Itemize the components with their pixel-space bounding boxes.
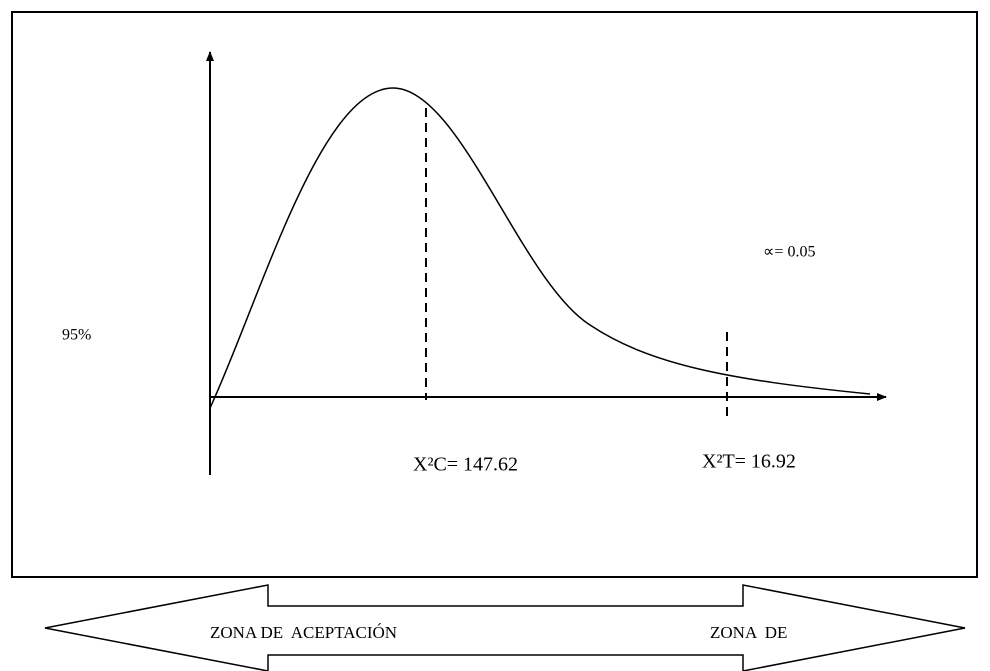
distribution-curve [209,87,871,409]
acceptance-zone: ZONA DE ACEPTACIÓN [210,623,397,642]
zone-arrow [44,584,966,671]
alpha-label: ∝= 0.05 [763,244,815,261]
chi-calc-label: X²C= 147.62 [413,454,518,476]
rejection-zone: ZONA DE [710,623,787,642]
chi-table-label: X²T= 16.92 [702,451,796,473]
frame [11,11,978,578]
confidence-label: 95% [62,327,91,344]
